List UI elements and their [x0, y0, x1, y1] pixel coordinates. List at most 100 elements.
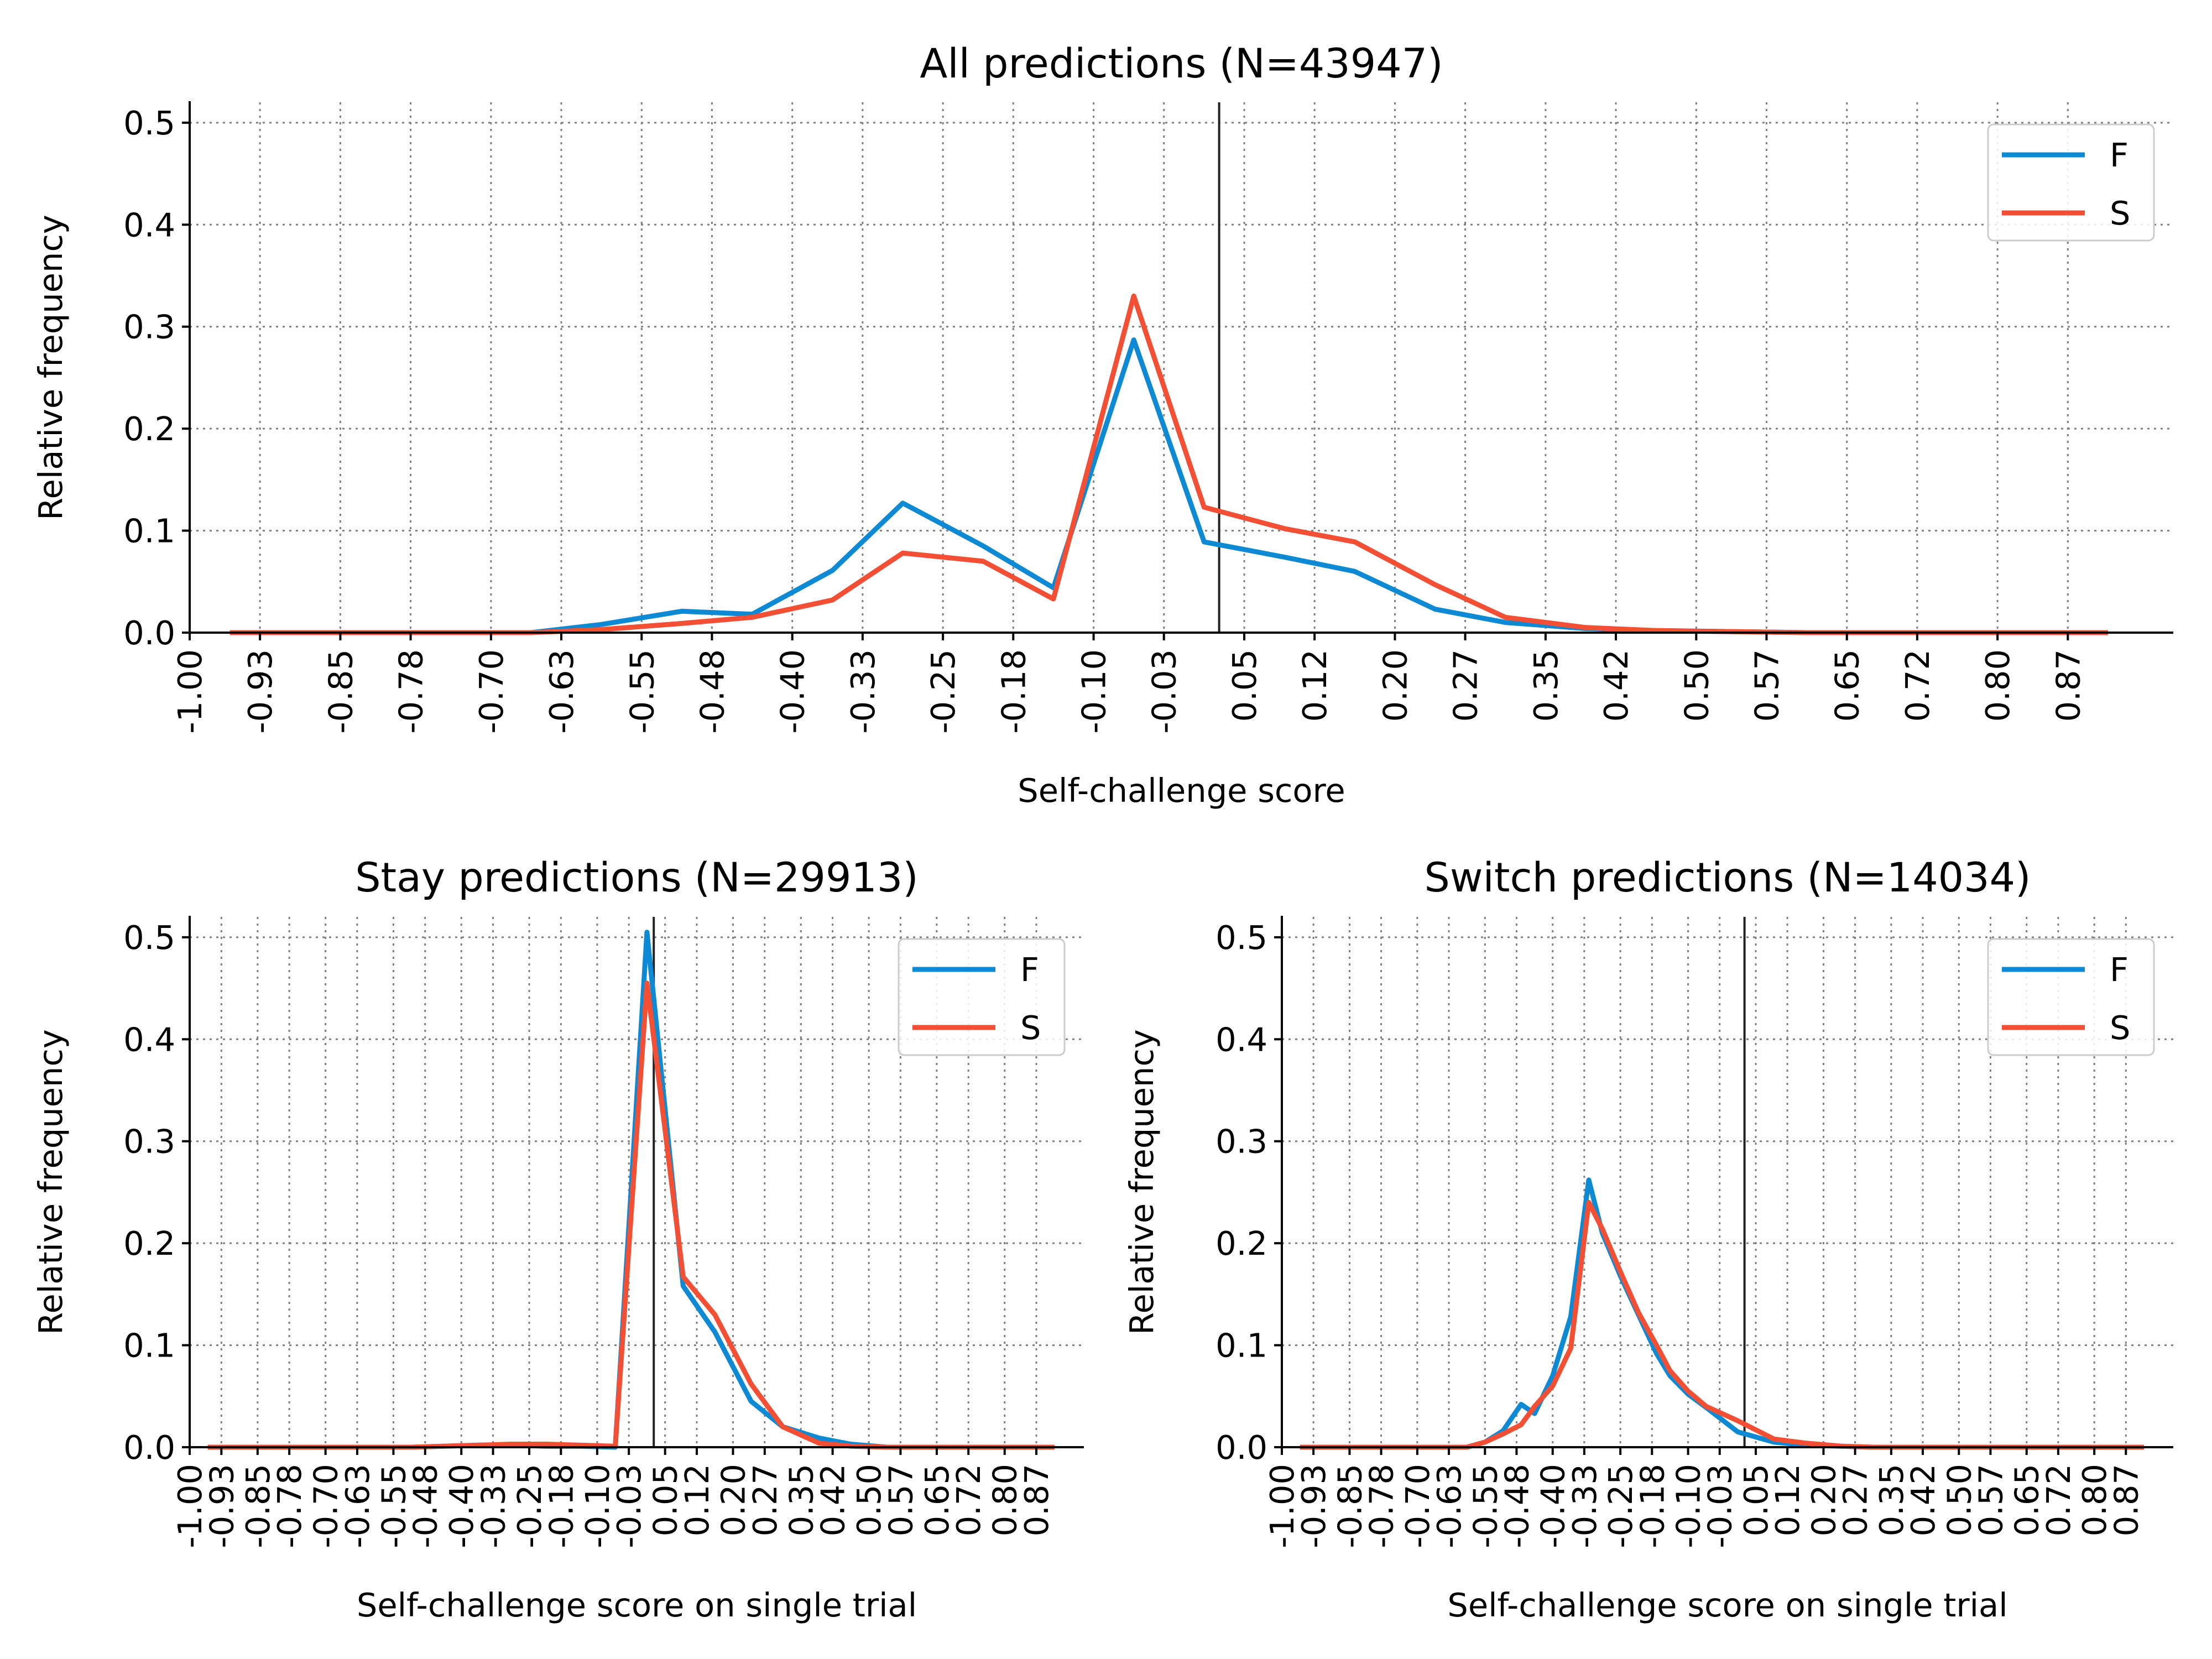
x-tick-label: 0.72 [2039, 1464, 2078, 1536]
x-tick-label: 0.27 [746, 1464, 784, 1536]
legend: FS [1987, 938, 2155, 1056]
x-tick-label: 0.80 [2075, 1464, 2114, 1536]
x-tick-label: -0.33 [1566, 1464, 1604, 1548]
x-tick-label: 0.35 [1527, 649, 1565, 722]
y-tick-label: 0.2 [1215, 1224, 1267, 1262]
x-tick-label: 0.42 [1597, 649, 1635, 722]
y-tick-label: 0.0 [123, 1428, 175, 1467]
y-axis-label: Relative frequency [32, 1029, 70, 1335]
x-tick-label: -0.33 [474, 1464, 513, 1548]
x-tick-label: -0.78 [270, 1464, 309, 1548]
x-tick-label: 0.65 [2008, 1464, 2046, 1536]
x-tick-label: -0.63 [338, 1464, 377, 1548]
legend: FS [898, 938, 1066, 1056]
x-tick-label: -0.55 [374, 1464, 413, 1548]
chart-panel-3: 0.00.10.20.30.40.5-1.00-0.93-0.85-0.78-0… [1123, 854, 2173, 1624]
x-tick-label: -0.85 [321, 649, 359, 734]
x-tick-label: 0.87 [1018, 1464, 1056, 1536]
x-tick-label: 0.65 [1828, 649, 1866, 722]
x-tick-label: 0.35 [1872, 1464, 1911, 1536]
x-tick-label: -0.93 [202, 1464, 241, 1548]
chart-title: Switch predictions (N=14034) [1425, 854, 2031, 901]
x-tick-label: -0.40 [1534, 1464, 1572, 1548]
x-tick-label: -0.10 [1075, 649, 1113, 734]
x-tick-label: 0.57 [1747, 649, 1786, 722]
x-tick-label: -0.18 [1633, 1464, 1671, 1548]
y-tick-label: 0.2 [123, 410, 175, 448]
y-tick-label: 0.2 [123, 1224, 175, 1262]
x-tick-label: -0.85 [1331, 1464, 1369, 1548]
x-tick-label: -0.78 [392, 649, 430, 734]
x-tick-label: -0.78 [1363, 1464, 1401, 1548]
x-tick-label: 0.50 [1940, 1464, 1978, 1536]
y-tick-label: 0.3 [123, 1123, 175, 1161]
chart-title: All predictions (N=43947) [920, 40, 1443, 87]
x-tick-label: 0.20 [1376, 649, 1414, 722]
x-tick-label: -0.40 [774, 649, 812, 734]
x-tick-label: 0.20 [714, 1464, 752, 1536]
x-tick-label: 0.20 [1804, 1464, 1843, 1536]
x-tick-label: -0.48 [1498, 1464, 1536, 1548]
x-tick-label: 0.12 [678, 1464, 716, 1536]
chart-panel-2: 0.00.10.20.30.40.5-1.00-0.93-0.85-0.78-0… [32, 854, 1084, 1624]
x-tick-label: 0.80 [986, 1464, 1024, 1536]
x-tick-label: 0.65 [918, 1464, 956, 1536]
y-tick-label: 0.3 [123, 308, 175, 346]
x-tick-label: -0.93 [241, 649, 279, 734]
x-tick-label: 0.27 [1447, 649, 1485, 722]
x-tick-label: -0.40 [442, 1464, 481, 1548]
y-tick-label: 0.0 [1215, 1428, 1267, 1467]
y-tick-label: 0.4 [123, 206, 175, 244]
x-tick-label: -0.18 [994, 649, 1032, 734]
x-tick-label: -0.55 [1466, 1464, 1504, 1548]
x-tick-label: -0.85 [239, 1464, 277, 1548]
x-tick-label: 0.87 [2049, 649, 2087, 722]
x-tick-label: -1.00 [171, 1464, 209, 1548]
legend-label-S: S [1020, 1009, 1041, 1047]
x-tick-label: -0.18 [542, 1464, 580, 1548]
legend-label-F: F [2110, 136, 2128, 174]
x-tick-label: -0.48 [406, 1464, 445, 1548]
y-axis-label: Relative frequency [1123, 1029, 1161, 1335]
x-tick-label: -0.33 [844, 649, 882, 734]
legend-label-F: F [2110, 951, 2128, 989]
x-tick-label: -0.70 [1399, 1464, 1437, 1548]
y-tick-label: 0.1 [123, 512, 175, 550]
x-tick-label: -0.03 [1145, 649, 1183, 734]
x-tick-label: -1.00 [171, 649, 209, 734]
x-tick-label: 0.05 [646, 1464, 685, 1536]
x-tick-label: 0.57 [1971, 1464, 2010, 1536]
legend-label-S: S [2110, 1009, 2130, 1047]
x-tick-label: 0.72 [1898, 649, 1937, 722]
x-tick-label: -0.48 [693, 649, 731, 734]
x-tick-label: -0.25 [924, 649, 962, 734]
x-tick-label: 0.50 [1677, 649, 1715, 722]
x-tick-label: -1.00 [1263, 1464, 1301, 1548]
x-tick-label: -0.93 [1295, 1464, 1333, 1548]
x-tick-label: -0.25 [1601, 1464, 1640, 1548]
x-tick-label: -0.10 [1670, 1464, 1708, 1548]
x-tick-label: -0.63 [1430, 1464, 1468, 1548]
x-tick-label: 0.57 [881, 1464, 920, 1536]
x-tick-label: 0.72 [950, 1464, 988, 1536]
x-tick-label: 0.27 [1837, 1464, 1875, 1536]
y-axis-label: Relative frequency [32, 215, 70, 520]
x-axis-label: Self-challenge score on single trial [1447, 1586, 2007, 1624]
y-tick-label: 0.0 [123, 614, 175, 652]
legend-label-S: S [2110, 194, 2130, 232]
y-tick-label: 0.1 [1215, 1327, 1267, 1365]
x-tick-label: -0.25 [510, 1464, 549, 1548]
x-tick-label: -0.70 [472, 649, 510, 734]
x-tick-label: -0.55 [623, 649, 661, 734]
chart-title: Stay predictions (N=29913) [355, 854, 919, 901]
x-tick-label: 0.12 [1768, 1464, 1807, 1536]
x-tick-label: 0.12 [1296, 649, 1334, 722]
y-tick-label: 0.5 [1215, 919, 1267, 957]
y-tick-label: 0.1 [123, 1327, 175, 1365]
x-tick-label: 0.87 [2107, 1464, 2145, 1536]
x-tick-label: 0.42 [1904, 1464, 1942, 1536]
legend-label-F: F [1020, 951, 1039, 989]
chart-panel-1: 0.0 0.1 0.2 0.3 0.4 0.5 -1.00 -0.93 -0.85 -0.78 -0… [32, 40, 2173, 810]
